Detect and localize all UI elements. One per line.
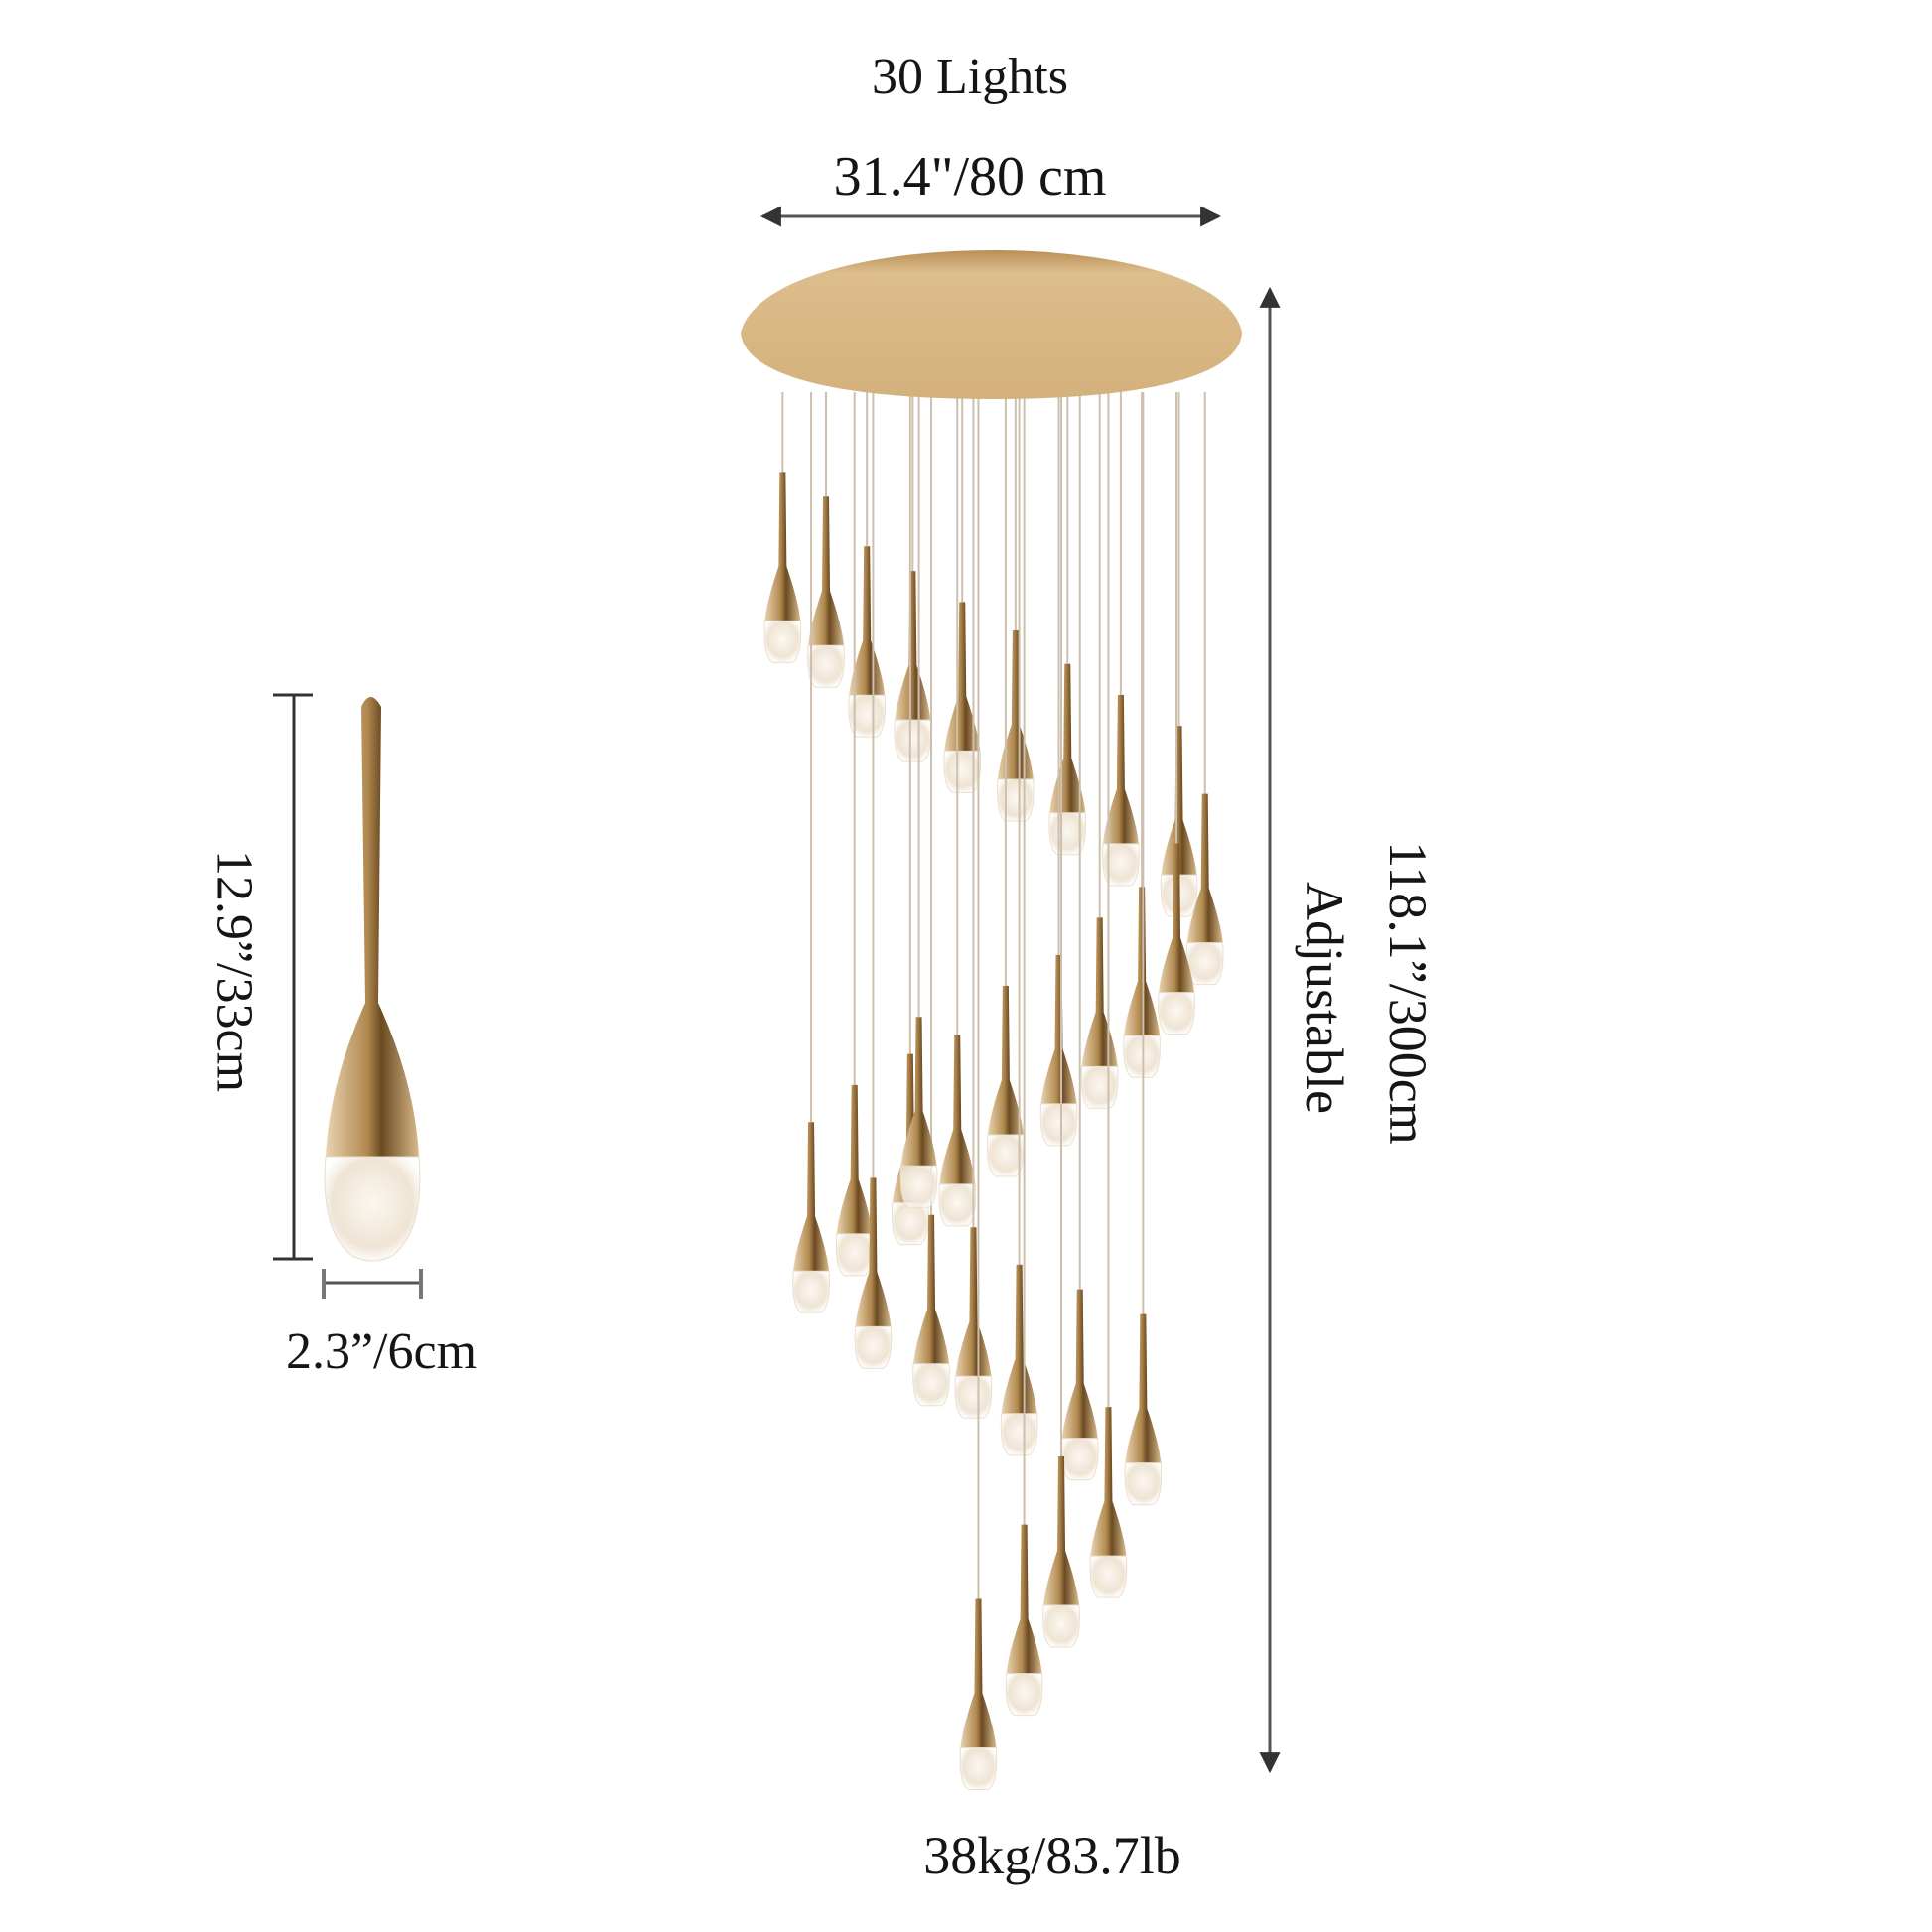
pendant-crystal-bulb [835,1233,874,1277]
pendant-light [894,392,932,762]
pendant-crystal-bulb [1124,1462,1163,1506]
pendant-gold-cone [1124,887,1161,1036]
pendant-crystal-bulb [954,1375,993,1419]
pendant-gold-cone [900,1017,937,1167]
pendant-gold-cone [960,1598,997,1748]
pendant-crystal-bulb [324,1156,421,1262]
pendant-crystal-bulb [943,750,982,793]
pendant-crystal-bulb [1158,992,1195,1035]
pendant-gold-cone [836,1084,873,1234]
pendant-crystal-bulb [959,1746,998,1790]
pendant-light [959,392,998,1790]
pendant-crystal-bulb [1060,1438,1099,1481]
pendant-gold-cone [1186,793,1223,943]
pendant-light [987,392,1025,1177]
light-count-label: 30 Lights [872,49,1068,105]
pendant-light [997,392,1035,822]
canopy-width-label: 31.4"/80 cm [833,146,1107,207]
pendant-height-label: 12.9”/33cm [206,849,263,1093]
pendant-gold-cone [987,986,1024,1136]
pendant-gold-cone [1061,1289,1098,1439]
pendant-gold-cone [764,472,801,621]
pendant-crystal-bulb [892,1202,929,1246]
pendant-gold-cone [1090,1407,1127,1557]
adjustable-label: Adjustable [1295,882,1354,1114]
pendant-crystal-bulb [912,1363,950,1407]
pendant-gold-cone [1161,726,1197,876]
pendant-gold-cone [1006,1524,1042,1674]
pendant-light [1160,392,1198,917]
pendant-light [943,392,982,793]
pendant-crystal-bulb [1042,1604,1080,1648]
pendant-cluster [763,392,1224,1790]
pendant-light [1005,392,1043,1717]
pendant-gold-cone [944,602,981,752]
pendant-crystal-bulb [1005,1673,1043,1717]
pendant-crystal-bulb [1039,1103,1078,1147]
pendant-crystal-bulb [848,694,886,738]
pendant-light [763,392,802,663]
pendant-gold-cone [913,1214,950,1364]
pendant-gold-cone [1125,1313,1162,1463]
pendant-crystal-bulb [807,644,845,688]
pendant-light [1080,392,1119,1109]
pendant-gold-cone [1043,1456,1080,1606]
pendant-gold-cone [1102,694,1139,844]
pendant-light [1039,392,1078,1147]
pendant-gold-cone [849,546,886,696]
pendant-gold-stem [326,697,419,1157]
pendant-light [848,392,886,738]
pendant-light [1000,392,1038,1456]
pendant-gold-cone [997,630,1034,780]
pendant-light [835,392,874,1277]
pendant-light [1089,392,1128,1598]
pendant-width-label: 2.3”/6cm [285,1323,478,1380]
pendant-crystal-bulb [1102,843,1140,887]
pendant-crystal-bulb [792,1270,830,1313]
pendant-gold-cone [1159,843,1195,993]
pendant-crystal-bulb [899,1165,938,1208]
pendant-gold-cone [1040,954,1077,1104]
pendant-gold-cone [1081,917,1118,1067]
pendant-crystal-bulb [1000,1413,1038,1456]
pendant-light [1123,392,1161,1078]
pendant-gold-cone [1001,1264,1037,1414]
pendant-crystal-bulb [763,620,802,663]
pendant-light [938,392,977,1227]
pendant-light [1124,392,1163,1506]
weight-label: 38kg/83.7lb [923,1826,1181,1885]
pendant-crystal-bulb [894,719,932,762]
pendant-gold-cone [939,1035,976,1184]
pendant-gold-cone [895,571,931,721]
pendant-light [1158,392,1195,1035]
pendant-light [1060,392,1099,1481]
pendant-crystal-bulb [938,1183,977,1227]
pendant-light [954,392,993,1419]
pendant-crystal-bulb [854,1325,893,1369]
pendant-crystal-bulb [1080,1065,1119,1109]
pendant-gold-cone [793,1122,830,1272]
overall-height-label: 118.1”/300cm [1378,841,1438,1145]
pendant-gold-cone [808,496,845,646]
single-pendant-detail [273,693,423,1299]
pendant-crystal-bulb [997,778,1035,822]
pendant-light [1102,392,1140,887]
pendant-gold-cone [955,1227,992,1377]
pendant-crystal-bulb [1185,942,1224,986]
ceiling-canopy [741,250,1242,399]
pendant-crystal-bulb [1123,1035,1161,1078]
pendant-light [807,392,845,688]
pendant-light [854,392,893,1369]
pendant-light [899,392,938,1208]
pendant-light [912,392,950,1407]
pendant-crystal-bulb [1089,1555,1128,1598]
pendant-light [1042,392,1080,1648]
pendant-light [792,392,830,1313]
pendant-gold-cone [855,1177,892,1327]
